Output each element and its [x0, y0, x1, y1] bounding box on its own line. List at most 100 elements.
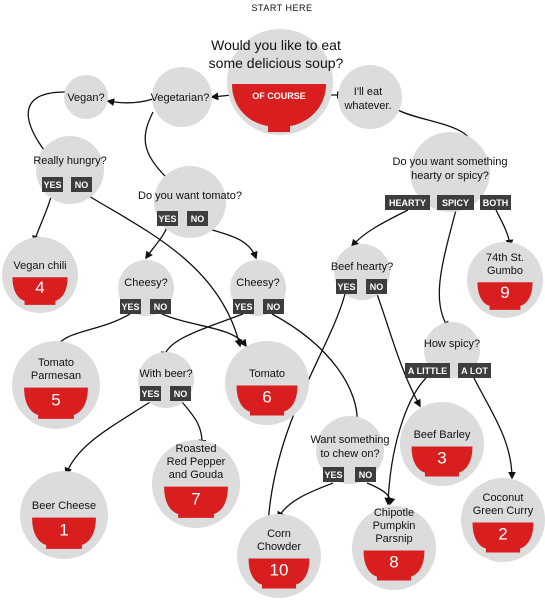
cheesy-right-label: Cheesy?	[236, 277, 279, 289]
connectors	[27, 91, 516, 526]
start-answer: OF COURSE	[252, 91, 306, 101]
start-node: START HERE Would you like to eat some de…	[209, 3, 344, 135]
cheesy-right-yes-button[interactable]	[233, 299, 254, 314]
arrow-vegetarian-vegan	[106, 98, 154, 106]
soup-bowl-icon-5	[24, 387, 88, 419]
start-question-line2: some delicious soup?	[209, 55, 344, 71]
hearty-button[interactable]	[385, 195, 430, 210]
hearty-spicy-circle	[410, 132, 490, 212]
soup-name-3-line1: Beef Barley	[414, 429, 471, 441]
spicy-button[interactable]	[437, 195, 474, 210]
a-little-button[interactable]	[405, 363, 450, 378]
soup-name-8-line2: Pumpkin	[373, 520, 416, 532]
vegetarian-circle	[152, 67, 212, 127]
soup-node-4: 4 Vegan chili	[2, 237, 78, 313]
soup-bowl-icon-8	[363, 550, 425, 581]
a-lot-button[interactable]	[458, 363, 491, 378]
soup-name-4-line1: Vegan chili	[13, 260, 66, 272]
soup-number-6: 6	[262, 388, 271, 407]
how-spicy-label: How spicy?	[424, 338, 480, 350]
soup-bowl-icon-9	[477, 282, 533, 310]
a-lot-label: A LOT	[461, 366, 488, 376]
a-little-label: A LITTLE	[408, 366, 447, 376]
soup-number-2: 2	[498, 525, 507, 544]
arrow-alittle-chipotle	[384, 377, 427, 506]
cheesy-right-yes-label: YES	[234, 302, 252, 312]
arrow-cheesy-no-tomato	[161, 313, 247, 348]
arrow-spicy-howspicy	[438, 209, 457, 330]
hungry-yes-button[interactable]	[42, 177, 63, 192]
want-tomato-label: Do you want tomato?	[138, 190, 242, 202]
soup-name-6-line1: Tomato	[249, 368, 285, 380]
vegan-circle	[64, 75, 108, 119]
both-button[interactable]	[480, 195, 511, 210]
hearty-button-label: HEARTY	[389, 198, 426, 208]
cheesy-left-yes-label: YES	[121, 302, 139, 312]
beer-no-label: NO	[174, 389, 188, 399]
chew-label-line1: Want something	[310, 434, 389, 446]
soup-number-8: 8	[389, 553, 398, 572]
arrow-both-gumbo	[495, 209, 514, 248]
beer-no-button[interactable]	[170, 386, 191, 401]
hungry-no-button[interactable]	[71, 177, 92, 192]
soup-name-5-line1: Tomato	[38, 357, 74, 369]
vegetarian-label: Vegetarian?	[151, 92, 210, 104]
soup-bowl-icon-7	[164, 486, 228, 518]
soup-name-2-line1: Coconut	[483, 492, 524, 504]
chew-label-line2: to chew on?	[320, 448, 379, 460]
soup-name-10-line2: Chowder	[257, 541, 301, 553]
chew-yes-label: YES	[324, 470, 342, 480]
hungry-no-label: NO	[75, 180, 89, 190]
both-button-label: BOTH	[483, 198, 509, 208]
soup-name-9-line2: Gumbo	[487, 265, 523, 277]
beer-yes-button[interactable]	[140, 386, 161, 401]
start-bowl-icon	[232, 84, 326, 132]
chew-yes-button[interactable]	[323, 467, 344, 482]
spicy-button-label: SPICY	[442, 198, 469, 208]
soup-number-4: 4	[35, 278, 44, 297]
arrow-chew-no-chipotle	[366, 482, 396, 506]
arrow-cheesy2-no-chew	[271, 313, 362, 427]
soup-name-8-line1: Chipotle	[374, 507, 414, 519]
tomato-no-label: NO	[191, 214, 205, 224]
arrow-hungry-no-tomato	[83, 192, 243, 348]
soup-number-10: 10	[270, 561, 289, 580]
cheesy-left-no-label: NO	[154, 302, 168, 312]
soup-number-3: 3	[437, 449, 446, 468]
beef-yes-button[interactable]	[336, 279, 357, 294]
soup-name-5-line2: Parmesan	[31, 370, 81, 382]
soup-name-10-line1: Corn	[267, 528, 291, 540]
arrow-tomato-yes-cheesy	[145, 224, 169, 260]
arrow-vegan-hungry	[27, 91, 66, 160]
chew-no-button[interactable]	[355, 467, 376, 482]
beer-yes-label: YES	[141, 389, 159, 399]
soup-number-5: 5	[51, 391, 60, 410]
cheesy-right-no-button[interactable]	[263, 299, 284, 314]
start-question-line1: Would you like to eat	[211, 37, 341, 53]
soup-name-7-line2: Red Pepper	[167, 456, 226, 468]
soup-name-2-line2: Green Curry	[473, 505, 534, 517]
arrow-beer-no-roasted	[181, 401, 207, 448]
whatever-label-line1: I'll eat	[354, 86, 382, 98]
tomato-yes-button[interactable]	[157, 211, 178, 226]
soup-name-1-line1: Beer Cheese	[32, 500, 96, 512]
cheesy-left-yes-button[interactable]	[120, 299, 141, 314]
soup-node-9: 9 74th St.Gumbo	[467, 242, 543, 318]
beef-no-button[interactable]	[366, 279, 387, 294]
soup-name-7-line3: and Gouda	[169, 469, 224, 481]
tomato-no-button[interactable]	[187, 211, 208, 226]
arrow-hearty-beefhearty	[350, 209, 409, 248]
cheesy-left-no-button[interactable]	[150, 299, 171, 314]
soup-bowl-icon-2	[472, 522, 534, 553]
with-beer-label: With beer?	[139, 368, 192, 380]
cheesy-left-label: Cheesy?	[124, 277, 167, 289]
soup-bowl-icon-3	[411, 446, 473, 477]
arrow-chew-yes-corn	[277, 482, 334, 520]
arrow-hungry-yes-vegan-chili	[32, 192, 53, 244]
